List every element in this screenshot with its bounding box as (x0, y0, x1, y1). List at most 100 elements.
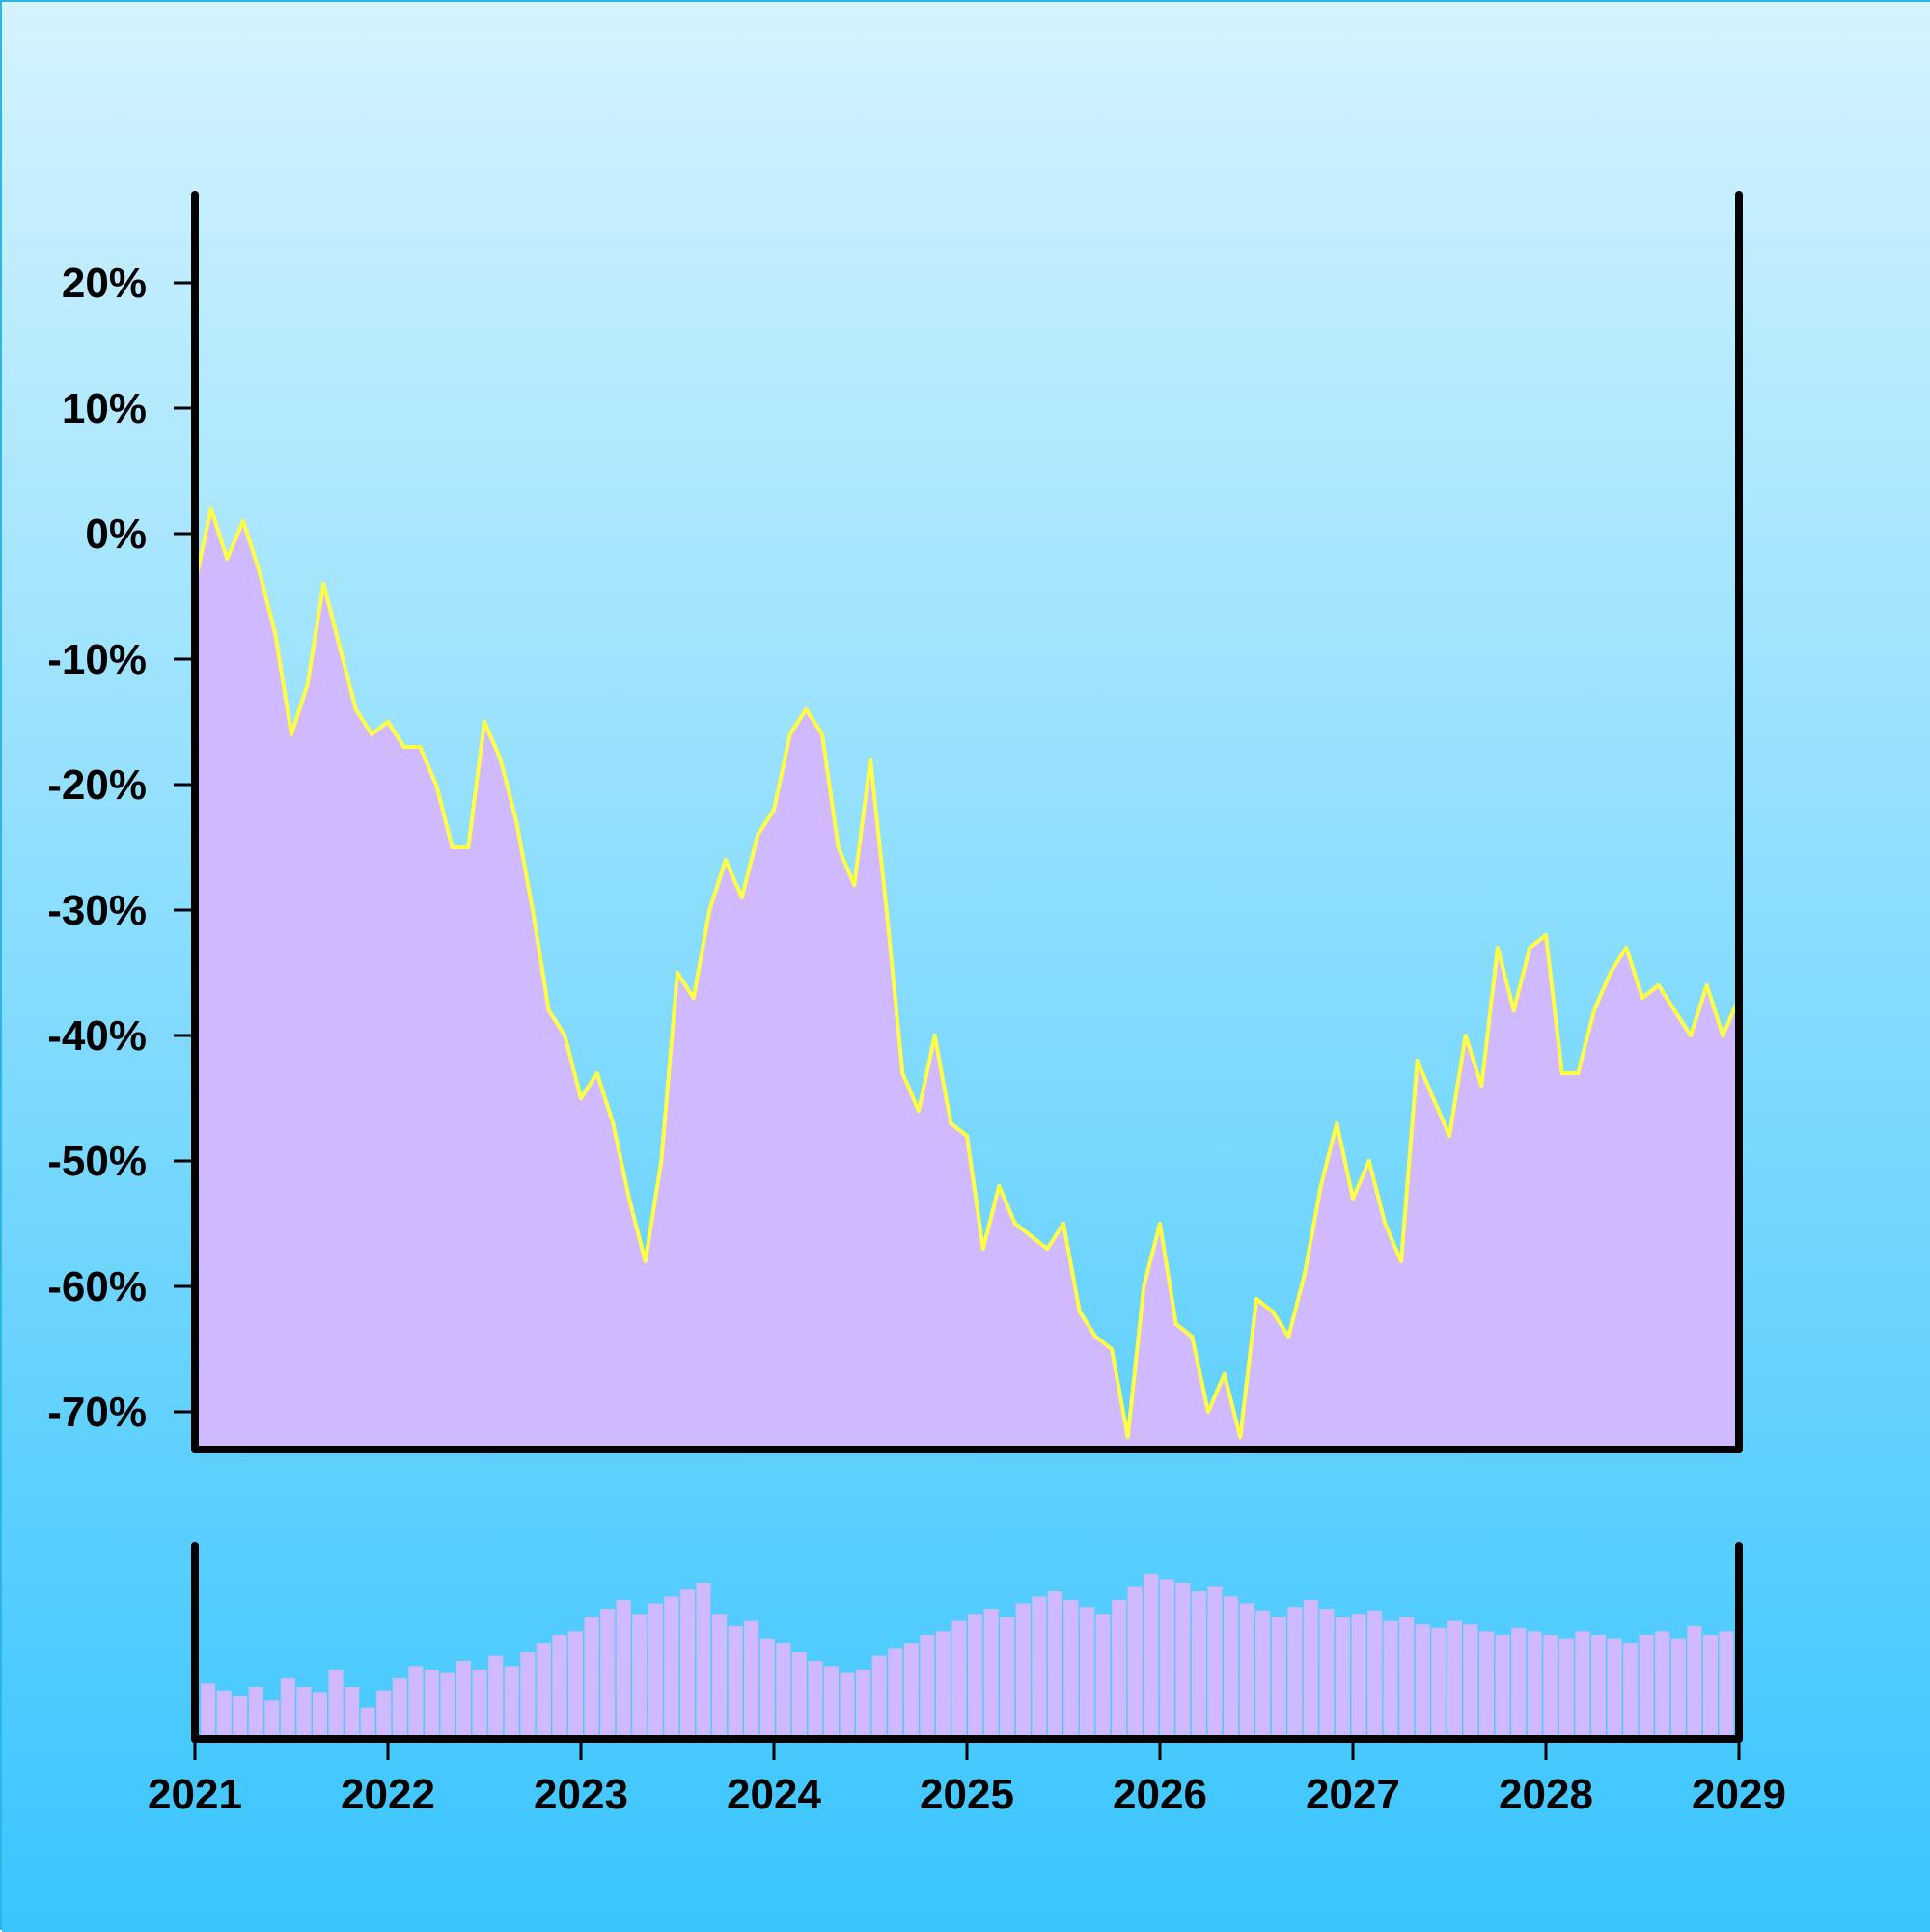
volume-bar-68 (1287, 1607, 1303, 1739)
price-point-26 (611, 1121, 616, 1125)
volume-bar-82 (1511, 1627, 1527, 1739)
price-area (195, 509, 1739, 1449)
price-point-72 (1351, 1197, 1355, 1201)
price-point-9 (338, 645, 342, 649)
price-point-89 (1624, 946, 1629, 950)
price-point-88 (1608, 971, 1613, 975)
x-tick-label: 2024 (727, 1771, 821, 1818)
price-point-25 (594, 1071, 599, 1075)
volume-bar-49 (983, 1609, 999, 1739)
volume-bar-86 (1575, 1631, 1590, 1739)
price-point-10 (353, 707, 358, 711)
volume-bar-4 (264, 1700, 280, 1739)
y-tick-label: 20% (62, 260, 147, 307)
volume-bar-44 (903, 1643, 919, 1739)
price-point-56 (1093, 1335, 1098, 1339)
price-point-91 (1656, 983, 1661, 987)
price-point-15 (434, 783, 438, 787)
volume-bar-54 (1063, 1600, 1079, 1739)
volume-bar-9 (345, 1687, 360, 1739)
volume-bar-40 (840, 1672, 855, 1739)
volume-bar-58 (1127, 1586, 1143, 1739)
price-point-77 (1431, 1096, 1436, 1100)
price-point-17 (466, 845, 471, 849)
y-tick-label: -10% (47, 636, 147, 683)
price-point-55 (1077, 1310, 1082, 1313)
price-point-11 (370, 732, 374, 736)
volume-bar-48 (968, 1614, 983, 1739)
volume-bar-79 (1463, 1624, 1478, 1739)
volume-bar-19 (504, 1666, 519, 1739)
price-point-31 (691, 996, 696, 1000)
price-point-24 (579, 1096, 583, 1100)
volume-bar-80 (1479, 1631, 1495, 1739)
volume-bar-85 (1558, 1638, 1574, 1739)
volume-bar-89 (1623, 1643, 1639, 1739)
volume-bar-90 (1639, 1635, 1654, 1739)
volume-bar-26 (616, 1600, 631, 1739)
volume-bar-2 (233, 1696, 248, 1739)
price-point-12 (386, 720, 390, 724)
volume-bar-20 (520, 1652, 536, 1739)
price-point-59 (1142, 1284, 1146, 1288)
price-point-94 (1704, 983, 1709, 987)
volume-bar-12 (392, 1678, 407, 1739)
volume-bar-24 (584, 1617, 599, 1739)
price-point-50 (997, 1184, 1002, 1188)
volume-bar-41 (856, 1670, 871, 1739)
price-point-41 (852, 883, 857, 887)
price-point-13 (401, 745, 406, 749)
price-point-37 (787, 732, 792, 736)
volume-bar-27 (632, 1614, 648, 1739)
price-point-65 (1238, 1435, 1243, 1439)
volume-bar-31 (696, 1583, 711, 1739)
price-point-22 (546, 1008, 551, 1012)
price-point-42 (868, 758, 872, 761)
volume-bar-7 (312, 1692, 327, 1739)
price-point-23 (563, 1034, 567, 1037)
volume-bar-51 (1015, 1603, 1031, 1739)
volume-bar-91 (1655, 1631, 1670, 1739)
y-tick-label: -20% (47, 761, 147, 809)
price-point-78 (1448, 1134, 1451, 1138)
price-point-66 (1254, 1297, 1258, 1301)
volume-bar-46 (935, 1631, 951, 1739)
volume-bar-84 (1543, 1635, 1558, 1739)
price-point-36 (772, 808, 776, 812)
price-point-7 (305, 682, 310, 686)
price-point-5 (273, 632, 278, 636)
y-tick-label: 10% (62, 385, 147, 432)
price-point-45 (917, 1109, 921, 1113)
price-point-90 (1640, 996, 1644, 1000)
volume-bar-53 (1047, 1591, 1062, 1739)
price-point-67 (1270, 1310, 1275, 1313)
x-tick-label: 2028 (1499, 1771, 1593, 1818)
x-tick-label: 2025 (920, 1771, 1014, 1818)
volume-bar-70 (1319, 1609, 1335, 1739)
price-point-44 (900, 1071, 905, 1075)
volume-bar-67 (1271, 1617, 1286, 1739)
price-point-14 (418, 745, 423, 749)
volume-bar-56 (1095, 1614, 1111, 1739)
volume-bar-64 (1224, 1596, 1239, 1739)
x-tick-label: 2029 (1692, 1771, 1786, 1818)
price-point-46 (932, 1034, 937, 1037)
price-point-4 (257, 569, 262, 573)
price-point-93 (1689, 1034, 1693, 1037)
volume-bar-15 (440, 1672, 455, 1739)
price-point-64 (1222, 1372, 1227, 1376)
volume-bar-22 (552, 1635, 567, 1739)
price-point-87 (1592, 1008, 1596, 1012)
price-point-62 (1190, 1335, 1195, 1339)
price-point-49 (980, 1247, 985, 1251)
volume-bar-23 (567, 1631, 583, 1739)
price-point-74 (1383, 1222, 1388, 1226)
price-point-80 (1479, 1084, 1484, 1088)
y-tick-label: -30% (47, 887, 147, 934)
y-tick-label: -60% (47, 1263, 147, 1311)
volume-bar-47 (951, 1620, 967, 1739)
x-tick-label: 2023 (534, 1771, 628, 1818)
price-point-8 (321, 582, 326, 586)
